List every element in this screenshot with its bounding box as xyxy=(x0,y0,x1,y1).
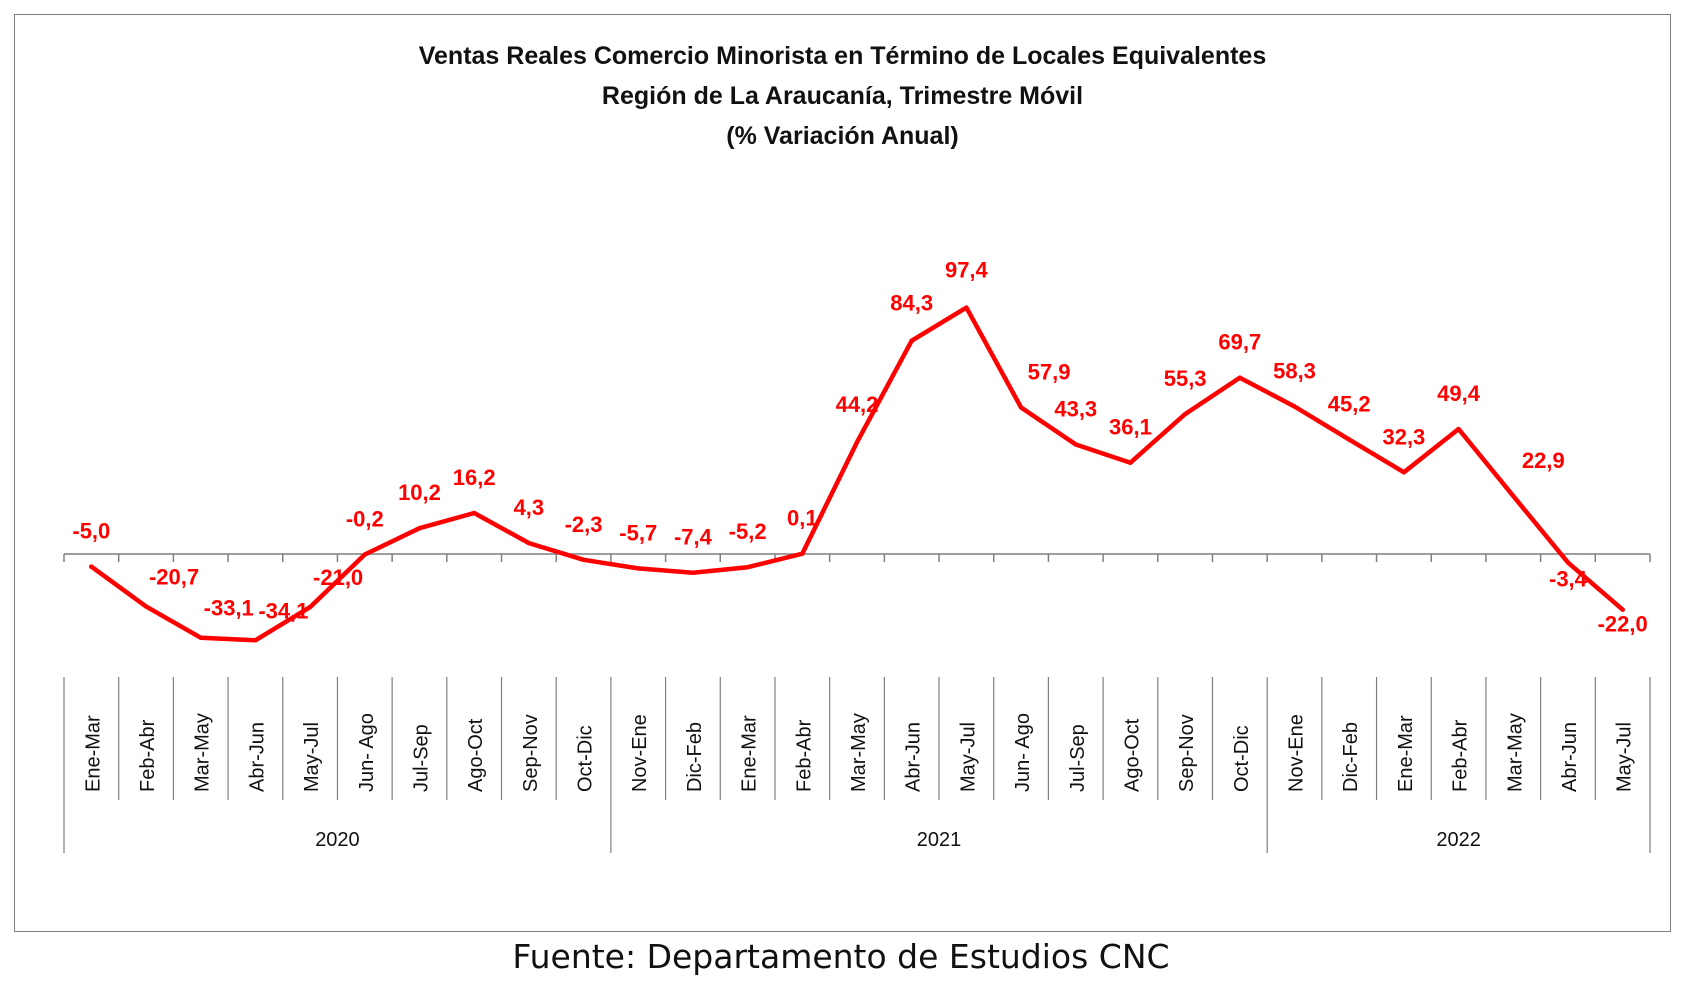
data-point xyxy=(1182,411,1188,417)
year-group-label: 2022 xyxy=(1436,829,1481,851)
x-tick-label: May-Jul xyxy=(1614,722,1636,792)
data-label: -33,1 xyxy=(204,596,254,621)
data-point xyxy=(307,604,313,610)
data-label: 4,3 xyxy=(514,495,545,520)
x-tick-label: Sep-Nov xyxy=(1176,714,1198,792)
data-point xyxy=(964,305,969,310)
x-tick-label: Dic-Feb xyxy=(684,722,706,792)
x-tick-label: Jun- Ago xyxy=(356,713,378,792)
x-tick-label: Ago-Oct xyxy=(465,718,487,792)
x-tick-label: May-Jul xyxy=(957,722,979,792)
x-tick-label: Jun- Ago xyxy=(1012,713,1034,792)
data-label: -0,2 xyxy=(346,507,384,532)
data-point xyxy=(417,525,422,531)
data-point xyxy=(362,552,367,557)
data-label: -22,0 xyxy=(1598,612,1648,637)
x-tick-label: Feb-Abr xyxy=(137,719,159,792)
data-label: 58,3 xyxy=(1273,359,1316,384)
x-tick-label: Mar-May xyxy=(1504,713,1526,792)
x-tick-label: Oct-Dic xyxy=(575,725,597,792)
data-point xyxy=(581,557,586,563)
chart-subtitle-region: Región de La Araucanía, Trimestre Móvil xyxy=(601,82,1084,110)
source-note: Fuente: Departamento de Estudios CNC xyxy=(512,937,1170,976)
x-tick-label: May-Jul xyxy=(301,722,323,792)
x-tick-label: Sep-Nov xyxy=(520,714,542,792)
x-tick-label: Feb-Abr xyxy=(793,719,815,792)
data-label: 69,7 xyxy=(1218,330,1261,355)
data-label: -21,0 xyxy=(313,565,363,590)
data-point xyxy=(143,604,149,609)
series-line xyxy=(89,305,1625,643)
data-point xyxy=(800,551,805,556)
data-point xyxy=(690,570,696,575)
x-tick-label: Ene-Mar xyxy=(1395,715,1417,792)
x-tick-label: Ene-Mar xyxy=(82,715,104,792)
x-tick-label: Jul-Sep xyxy=(1067,724,1089,792)
data-label: 45,2 xyxy=(1328,392,1371,417)
data-label: -34,1 xyxy=(258,598,308,623)
data-label: 10,2 xyxy=(398,480,441,505)
data-point xyxy=(471,510,477,516)
x-tick-label: Ene-Mar xyxy=(739,715,761,792)
x-tick-label: Feb-Abr xyxy=(1450,719,1472,792)
data-label: -5,7 xyxy=(619,520,657,545)
year-group-label: 2021 xyxy=(917,829,962,851)
data-point xyxy=(253,638,258,643)
data-point xyxy=(1073,442,1078,447)
x-tick-label: Nov-Ene xyxy=(1286,714,1308,792)
x-tick-label: Abr-Jun xyxy=(1559,722,1581,792)
data-point xyxy=(1237,375,1243,380)
data-point xyxy=(854,439,860,445)
data-label: 57,9 xyxy=(1028,360,1071,385)
data-point xyxy=(1511,493,1516,499)
data-point xyxy=(1565,560,1571,565)
data-label: -5,0 xyxy=(72,519,110,544)
data-label: 16,2 xyxy=(453,465,496,490)
data-label: 22,9 xyxy=(1522,448,1565,473)
data-label: 32,3 xyxy=(1382,424,1425,449)
data-label: -2,3 xyxy=(565,512,603,537)
data-point xyxy=(1128,460,1133,465)
data-point xyxy=(198,635,203,640)
data-point xyxy=(89,564,94,569)
x-tick-label: Dic-Feb xyxy=(1340,722,1362,792)
data-point xyxy=(1456,426,1461,432)
data-label: 43,3 xyxy=(1054,396,1097,421)
data-label: -3,4 xyxy=(1549,567,1588,592)
data-point xyxy=(1401,470,1407,475)
data-point xyxy=(1292,404,1297,409)
chart-title: Ventas Reales Comercio Minorista en Térm… xyxy=(418,42,1267,70)
data-label: -7,4 xyxy=(674,525,713,550)
data-label: -20,7 xyxy=(149,564,199,589)
data-label: 44,2 xyxy=(836,392,879,417)
data-label: 97,4 xyxy=(945,258,989,283)
x-tick-label: Abr-Jun xyxy=(246,722,268,792)
data-point xyxy=(1620,607,1625,612)
data-label: 49,4 xyxy=(1437,381,1481,406)
x-tick-label: Mar-May xyxy=(192,713,214,792)
data-point xyxy=(909,338,914,343)
year-group-label: 2020 xyxy=(315,829,360,851)
data-label: 55,3 xyxy=(1164,366,1207,391)
x-tick-label: Nov-Ene xyxy=(629,714,651,792)
x-tick-label: Jul-Sep xyxy=(410,724,432,792)
x-tick-label: Ago-Oct xyxy=(1121,718,1143,792)
data-point xyxy=(636,566,641,571)
x-tick-label: Oct-Dic xyxy=(1231,725,1253,792)
data-point xyxy=(1018,405,1024,410)
chart-subtitle-unit: (% Variación Anual) xyxy=(726,122,959,150)
data-point xyxy=(1347,437,1352,442)
data-point xyxy=(745,564,750,570)
data-label: 36,1 xyxy=(1109,415,1152,440)
data-label: -5,2 xyxy=(729,519,767,544)
data-point xyxy=(526,540,532,546)
data-label: 0,1 xyxy=(787,506,818,531)
x-tick-label: Abr-Jun xyxy=(903,722,925,792)
x-tick-label: Mar-May xyxy=(848,713,870,792)
data-label: 84,3 xyxy=(890,291,933,316)
